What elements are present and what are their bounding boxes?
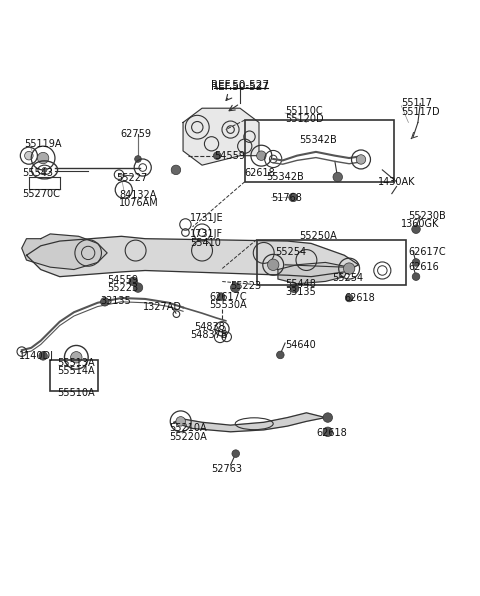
Text: 52763: 52763 [212,464,242,474]
Text: 55530A: 55530A [209,300,247,310]
Circle shape [232,450,240,457]
Text: 55342B: 55342B [266,172,304,182]
Circle shape [37,153,49,164]
Text: 55342B: 55342B [300,135,337,145]
Text: 1076AM: 1076AM [119,198,159,208]
Text: 1731JF: 1731JF [190,229,223,240]
Circle shape [333,172,342,182]
Circle shape [356,155,366,164]
Circle shape [217,293,225,300]
Bar [245,120,394,182]
Text: 1430AK: 1430AK [378,177,415,187]
Text: 55410: 55410 [190,238,221,249]
Circle shape [343,263,355,274]
Text: 55543: 55543 [22,167,53,178]
Circle shape [345,294,353,302]
Text: 33135: 33135 [100,296,131,306]
Text: 55117D: 55117D [401,107,440,117]
Circle shape [24,151,33,160]
Bar [50,359,97,390]
Text: REF.50-527: REF.50-527 [211,80,269,91]
Text: 55513A: 55513A [57,358,95,368]
Text: 51768: 51768 [271,193,302,203]
Ellipse shape [42,167,47,172]
Circle shape [323,427,333,436]
Circle shape [135,156,141,162]
Circle shape [176,417,185,426]
Circle shape [171,165,180,175]
Circle shape [289,193,298,201]
Circle shape [412,273,420,281]
Text: 54837B: 54837B [191,330,228,340]
Text: 62618: 62618 [344,293,375,303]
Text: 62617C: 62617C [408,247,446,256]
Text: 62618: 62618 [316,428,347,438]
Bar [257,240,406,285]
Polygon shape [278,262,349,284]
Text: 55110C: 55110C [285,105,323,116]
Circle shape [290,284,299,293]
Text: 54559: 54559 [214,151,245,161]
Circle shape [276,351,284,359]
Text: 1731JE: 1731JE [190,213,224,224]
Text: 33135: 33135 [285,287,316,297]
Circle shape [100,297,109,306]
Circle shape [133,283,143,292]
Circle shape [267,259,279,271]
Polygon shape [22,234,107,269]
Text: 55119A: 55119A [24,139,61,149]
Text: 54838: 54838 [194,322,225,333]
Text: 55220A: 55220A [169,432,206,442]
Text: 55448: 55448 [285,279,316,289]
Text: 55223: 55223 [230,281,262,291]
Circle shape [323,413,333,423]
Circle shape [412,225,420,234]
Circle shape [257,151,266,160]
Circle shape [39,352,48,360]
Text: 1327AD: 1327AD [143,303,182,312]
Text: 55254: 55254 [276,247,307,256]
Polygon shape [26,237,359,277]
Text: 55510A: 55510A [57,388,95,398]
Circle shape [214,152,221,160]
Polygon shape [174,413,325,432]
Text: 55117: 55117 [401,98,432,108]
Text: 62618: 62618 [245,167,276,178]
Text: 62617C: 62617C [209,291,247,302]
Text: REF.50-527: REF.50-527 [211,82,269,92]
Text: 55514A: 55514A [57,366,95,376]
Text: 55230B: 55230B [408,212,446,221]
Text: 55254: 55254 [333,273,364,283]
Circle shape [412,259,420,266]
Text: 55227: 55227 [117,173,148,184]
Text: 55120D: 55120D [285,114,324,123]
Text: 1360GK: 1360GK [401,219,440,229]
Text: 1140DJ: 1140DJ [19,351,54,361]
Text: 55270C: 55270C [22,188,60,198]
Polygon shape [183,108,259,165]
Circle shape [71,352,82,363]
Text: 62616: 62616 [408,262,439,272]
Circle shape [129,277,138,285]
Text: 55250A: 55250A [300,231,337,241]
Text: 84132A: 84132A [119,190,156,200]
Text: 55210A: 55210A [169,424,206,433]
Text: 54640: 54640 [285,340,316,350]
Circle shape [230,283,240,292]
Text: 55223: 55223 [107,283,138,293]
Text: 62759: 62759 [120,129,151,139]
Text: 54559: 54559 [107,275,138,285]
